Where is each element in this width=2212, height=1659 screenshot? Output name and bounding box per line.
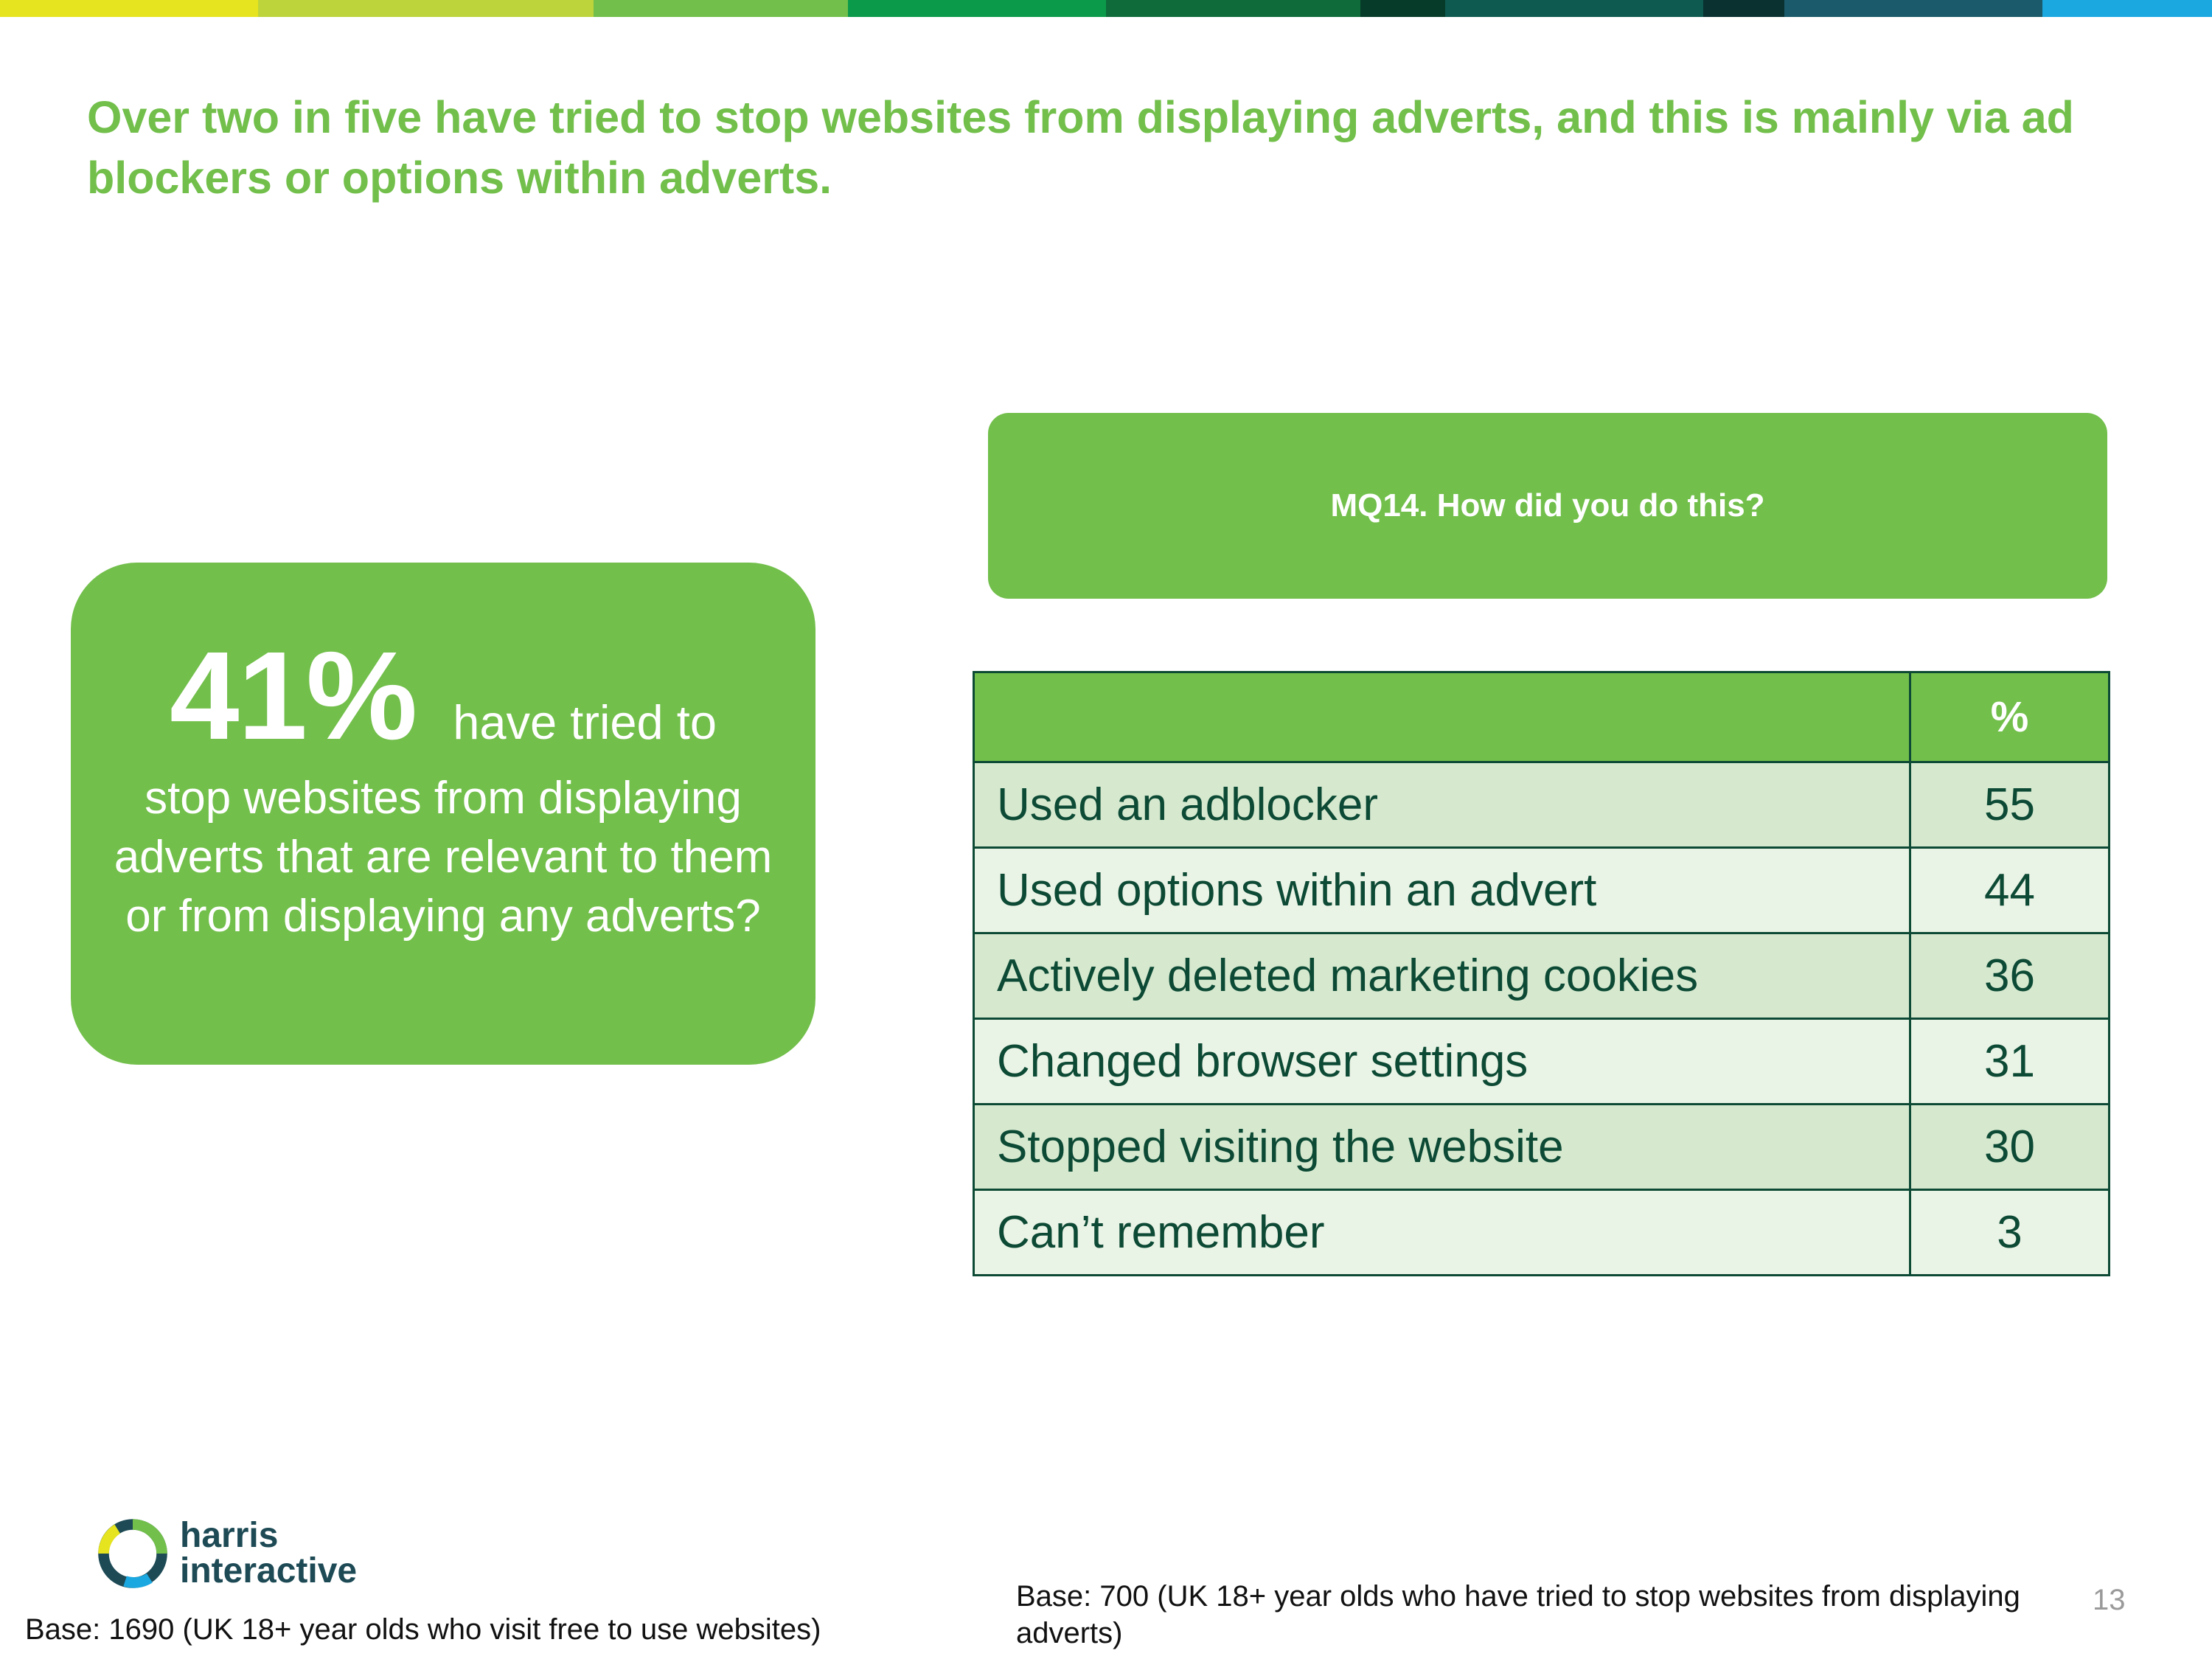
stat-card: 41% have tried to stop websites from dis… — [71, 563, 815, 1065]
table-header-label — [973, 671, 1911, 763]
stat-figure: 41% — [170, 626, 417, 766]
top-color-strip — [0, 0, 2212, 17]
strip-segment — [1445, 0, 1703, 17]
table-row: Actively deleted marketing cookies 36 — [973, 932, 2110, 1020]
strip-segment — [848, 0, 1106, 17]
table-row: Used options within an advert 44 — [973, 846, 2110, 934]
stat-lead-text: have tried to — [453, 695, 717, 749]
table-row: Changed browser settings 31 — [973, 1018, 2110, 1105]
row-value: 55 — [1909, 761, 2110, 849]
strip-segment — [1784, 0, 2042, 17]
row-label: Can’t remember — [973, 1189, 1911, 1276]
row-label: Used options within an advert — [973, 846, 1911, 934]
strip-segment — [2042, 0, 2212, 17]
table-header-percent: % — [1909, 671, 2110, 763]
results-table: % Used an adblocker 55 Used options with… — [973, 671, 2110, 1276]
strip-segment — [0, 0, 258, 17]
row-value: 36 — [1909, 932, 2110, 1020]
row-value: 30 — [1909, 1103, 2110, 1191]
harris-interactive-ring-icon — [98, 1519, 167, 1588]
logo-wordmark: harris interactive — [180, 1518, 357, 1589]
row-label: Actively deleted marketing cookies — [973, 932, 1911, 1020]
logo-line-2: interactive — [180, 1551, 358, 1590]
stat-description: stop websites from displaying adverts th… — [114, 773, 773, 942]
row-label: Stopped visiting the website — [973, 1103, 1911, 1191]
base-note-left: Base: 1690 (UK 18+ year olds who visit f… — [25, 1613, 821, 1646]
question-banner: MQ14. How did you do this? — [988, 413, 2107, 599]
question-text: MQ14. How did you do this? — [1330, 487, 1765, 524]
harris-interactive-logo: harris interactive — [94, 1515, 357, 1592]
strip-segment — [1360, 0, 1445, 17]
table-row: Can’t remember 3 — [973, 1189, 2110, 1276]
row-value: 3 — [1909, 1189, 2110, 1276]
strip-segment — [594, 0, 848, 17]
row-value: 44 — [1909, 846, 2110, 934]
strip-segment — [1703, 0, 1784, 17]
row-label: Changed browser settings — [973, 1018, 1911, 1105]
page-number: 13 — [2093, 1584, 2126, 1616]
table-header-row: % — [973, 671, 2110, 763]
table-row: Stopped visiting the website 30 — [973, 1103, 2110, 1191]
stat-headline: 41% have tried to — [71, 626, 815, 766]
strip-segment — [1106, 0, 1360, 17]
base-note-right: Base: 700 (UK 18+ year olds who have tri… — [1016, 1580, 2020, 1649]
row-value: 31 — [1909, 1018, 2110, 1105]
strip-segment — [258, 0, 594, 17]
row-label: Used an adblocker — [973, 761, 1911, 849]
logo-line-1: harris — [180, 1516, 279, 1555]
slide-title: Over two in five have tried to stop webs… — [87, 92, 2074, 203]
table-row: Used an adblocker 55 — [973, 761, 2110, 849]
